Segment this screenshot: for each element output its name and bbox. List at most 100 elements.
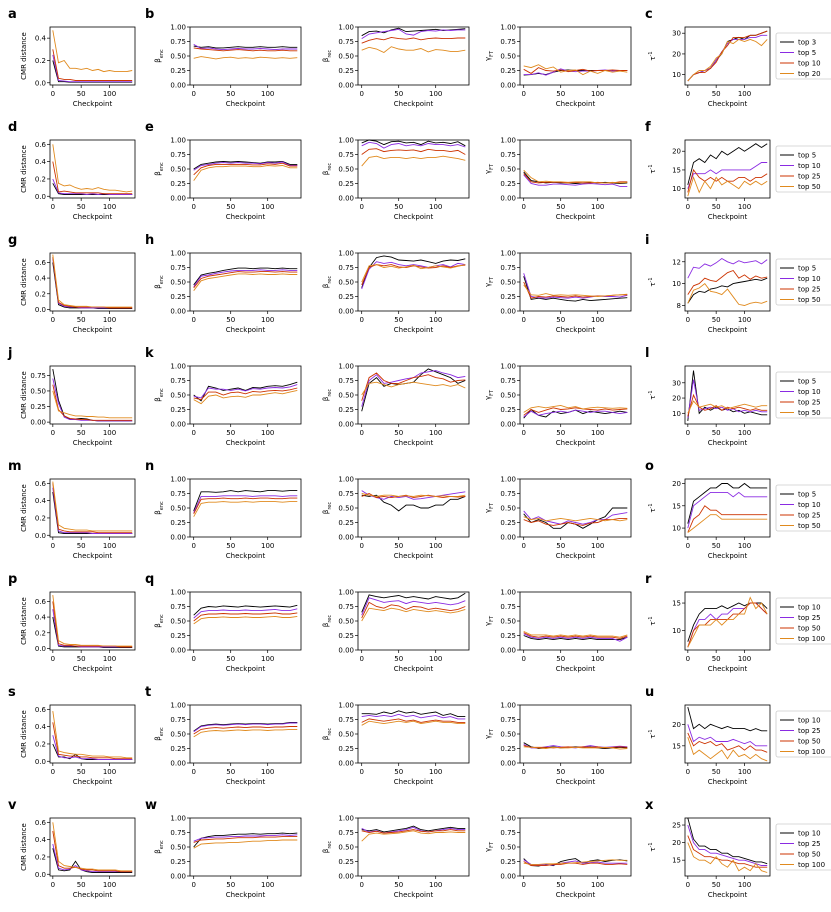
x-tick-label: 100 (429, 90, 442, 98)
panel-5-0: 0.0 0.2 0.4 0.6 0 50 100 Checkpoint CMR distance (20, 591, 136, 673)
legend-entry: top 10 (798, 162, 821, 170)
panel-2-2: 0.00 0.25 0.50 0.75 1.00 0 50 100 Checkpoint βrec (322, 250, 470, 334)
legend-entry: top 3 (798, 39, 816, 47)
series-line-0 (193, 832, 298, 848)
y-tick-label: 10 (672, 410, 681, 418)
legend-box (775, 371, 831, 419)
y-tick-label: 1.00 (170, 250, 186, 258)
x-tick-label: 100 (591, 881, 604, 889)
legend: top 10 top 25 top 50 top 100 (775, 597, 831, 645)
series-line-2 (687, 505, 768, 533)
panel-0-2: 0.00 0.25 0.50 0.75 1.00 0 50 100 Checkpoint βrec (322, 24, 470, 108)
x-tick-label: 0 (521, 768, 525, 776)
legend-box (775, 32, 831, 80)
x-axis-label: Checkpoint (73, 439, 113, 447)
y-tick-label: 0.6 (35, 141, 47, 149)
series-line-0 (193, 604, 298, 616)
series-line-3 (52, 30, 133, 73)
axes-frame (189, 817, 302, 877)
y-axis-label: γFT (484, 502, 495, 513)
panel-letter: d (8, 120, 17, 135)
series-line-2 (52, 483, 133, 534)
x-axis-label: Checkpoint (556, 326, 596, 334)
y-tick-label: 0.50 (500, 53, 516, 61)
series-line-3 (193, 501, 298, 517)
x-axis-label: Checkpoint (708, 665, 748, 673)
series-line-1 (361, 713, 466, 720)
x-axis-label: Checkpoint (226, 213, 266, 221)
series-line-2 (687, 269, 768, 295)
y-tick-label: 0.2 (35, 57, 46, 65)
x-tick-label: 0 (51, 881, 55, 889)
axes-frame (357, 478, 470, 538)
y-tick-label: 1.00 (170, 476, 186, 484)
y-axis-label: βrec (322, 841, 333, 853)
y-tick-label: 0.50 (338, 166, 354, 174)
y-tick-label: 0.0 (35, 306, 46, 314)
y-tick-label: 0.75 (500, 264, 516, 272)
y-tick-label: 0.00 (170, 82, 186, 90)
x-tick-label: 50 (556, 655, 565, 663)
series-line-3 (687, 842, 768, 873)
y-tick-label: 0.2 (35, 740, 46, 748)
series-line-3 (193, 273, 298, 291)
y-tick-label: 20 (672, 480, 681, 488)
x-tick-label: 100 (261, 542, 274, 550)
x-tick-label: 0 (191, 203, 195, 211)
y-axis-label: βenc (154, 162, 165, 176)
x-tick-label: 100 (261, 90, 274, 98)
panel-letter: p (8, 572, 17, 587)
x-axis-label: Checkpoint (556, 552, 596, 560)
axes-frame (684, 139, 771, 199)
panel-1-3: 0.00 0.25 0.50 0.75 1.00 0 50 100 Checkpoint γFT (484, 137, 632, 221)
x-tick-label: 0 (359, 429, 363, 437)
series-line-2 (361, 36, 466, 44)
series-line-2 (52, 384, 133, 421)
panel-0-0: 0.0 0.2 0.4 0 50 100 Checkpoint CMR distance (20, 26, 136, 108)
y-tick-label: 1.00 (170, 363, 186, 371)
y-tick-label: 0.75 (338, 603, 354, 611)
y-tick-label: 30 (672, 379, 681, 387)
series-line-3 (687, 176, 768, 197)
series-line-1 (193, 384, 298, 399)
y-tick-label: 0.00 (170, 873, 186, 881)
x-tick-label: 50 (556, 90, 565, 98)
series-line-1 (687, 824, 768, 866)
y-tick-label: 0.00 (500, 760, 516, 768)
series-line-2 (361, 264, 466, 286)
y-tick-label: 0.75 (338, 151, 354, 159)
y-tick-label: 0.25 (338, 745, 354, 753)
y-tick-label: 0.75 (30, 372, 46, 380)
series-line-0 (193, 381, 298, 402)
y-tick-label: 0.4 (35, 614, 47, 622)
x-tick-label: 50 (77, 768, 86, 776)
y-tick-label: 0.25 (500, 858, 516, 866)
series-line-3 (193, 389, 298, 405)
y-tick-label: 1.00 (500, 137, 516, 145)
x-tick-label: 50 (394, 655, 403, 663)
x-axis-label: Checkpoint (73, 778, 113, 786)
series-line-1 (52, 378, 133, 422)
x-axis-label: Checkpoint (708, 439, 748, 447)
series-line-0 (687, 706, 768, 732)
panel-4-1: 0.00 0.25 0.50 0.75 1.00 0 50 100 Checkpoint βenc (154, 476, 302, 560)
axes-frame (189, 26, 302, 86)
panel-7-2: 0.00 0.25 0.50 0.75 1.00 0 50 100 Checkpoint βrec (322, 815, 470, 899)
y-tick-label: 0.75 (338, 716, 354, 724)
series-line-3 (687, 400, 768, 414)
x-axis-label: Checkpoint (73, 100, 113, 108)
y-tick-label: 10 (672, 185, 681, 193)
series-line-3 (193, 56, 298, 60)
legend-entry: top 50 (798, 851, 821, 859)
panel-6-2: 0.00 0.25 0.50 0.75 1.00 0 50 100 Checkpoint βrec (322, 702, 470, 786)
y-tick-label: 0.75 (500, 716, 516, 724)
x-axis-label: Checkpoint (226, 439, 266, 447)
panel-2-4: 8 10 12 0 50 100 Checkpoint τ-1 top 5 top 10 top 2… (648, 252, 831, 334)
series-line-1 (193, 161, 298, 171)
y-tick-label: 0.75 (338, 377, 354, 385)
y-tick-label: 0.25 (338, 67, 354, 75)
legend-entry: top 25 (798, 840, 821, 848)
x-tick-label: 100 (738, 90, 751, 98)
